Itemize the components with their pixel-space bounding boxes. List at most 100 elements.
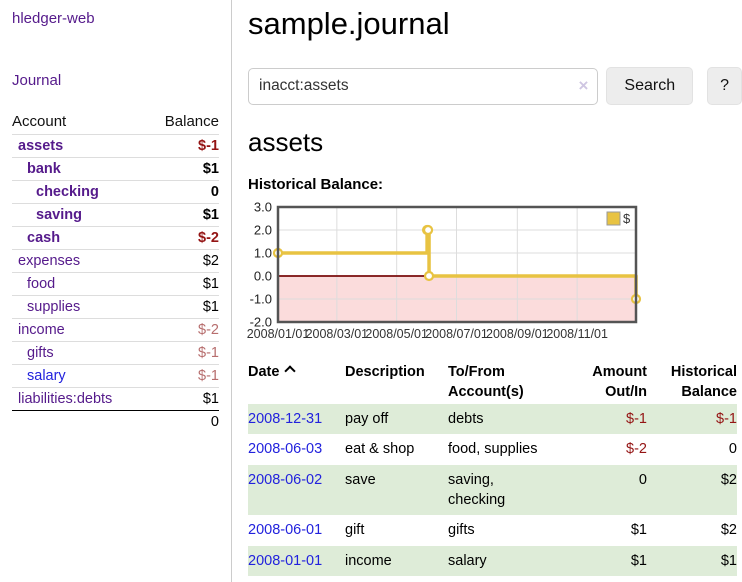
transaction-date-link[interactable]: 2008-12-31: [248, 411, 323, 428]
transaction-date-cell: 2008-12-31: [248, 404, 345, 434]
nav-journal: Journal: [12, 72, 219, 90]
account-name-cell: salary: [12, 364, 147, 388]
accounts-total-value: 0: [146, 410, 219, 433]
sidebar-account-link[interactable]: cash: [27, 230, 61, 246]
brand-link[interactable]: hledger-web: [12, 10, 95, 27]
transaction-description: gift: [345, 522, 365, 539]
transaction-balance: $2: [720, 471, 737, 488]
transaction-amount: $1: [630, 522, 647, 539]
account-balance: $1: [146, 272, 219, 296]
account-name-cell: checking: [12, 180, 147, 204]
main-content: sample.journal × Search ? assets Histori…: [247, 0, 742, 576]
sidebar-account-link[interactable]: saving: [36, 207, 82, 223]
transaction-row[interactable]: 2008-01-01 income salary $1 $1: [248, 545, 737, 576]
account-row: cash $-2: [12, 226, 219, 250]
account-balance: $1: [146, 295, 219, 319]
account-row: income $-2: [12, 318, 219, 342]
x-tick-label: 2008/07/01: [425, 327, 488, 341]
register-header-description: Description: [345, 364, 425, 380]
x-tick-label: 2008/01/01: [247, 327, 310, 341]
transaction-date-link[interactable]: 2008-06-03: [248, 441, 323, 458]
register-table-body: 2008-12-31 pay off debts $-1 $-1 2008-06-03 ea…: [248, 404, 737, 576]
search-button[interactable]: Search: [606, 67, 694, 105]
transaction-row[interactable]: 2008-06-01 gift gifts $1 $2: [248, 515, 737, 545]
accounts-header-balance: Balance: [164, 113, 219, 130]
transaction-amount: $1: [630, 552, 647, 569]
sidebar-account-link[interactable]: expenses: [18, 253, 81, 269]
sidebar-account-link[interactable]: liabilities:debts: [18, 391, 113, 407]
transaction-amount: $-1: [626, 411, 647, 428]
data-point-marker: [423, 270, 435, 282]
account-name-cell: income: [12, 318, 147, 342]
legend-swatch: [606, 211, 621, 226]
x-tick-label: 2008/05/01: [365, 327, 428, 341]
account-heading: assets: [248, 127, 324, 157]
account-name-cell: supplies: [12, 295, 147, 319]
x-tick-label: 2008/11/01: [546, 327, 608, 341]
register-header-date[interactable]: Date: [248, 361, 345, 404]
data-point-marker: [422, 224, 434, 236]
account-balance: $-2: [146, 226, 219, 250]
account-row: gifts $-1: [12, 341, 219, 365]
sort-asc-icon: [284, 365, 297, 377]
account-row: saving $1: [12, 203, 219, 227]
account-balance: $1: [146, 203, 219, 227]
sidebar-account-link[interactable]: supplies: [27, 299, 81, 315]
transaction-date-link[interactable]: 2008-01-01: [248, 552, 323, 569]
transaction-row[interactable]: 2008-06-03 eat & shop food, supplies $-2 0: [248, 434, 737, 464]
sidebar-account-link[interactable]: gifts: [27, 345, 54, 361]
transaction-description: eat & shop: [345, 441, 415, 458]
sidebar-account-link[interactable]: income: [18, 322, 65, 338]
transaction-balance: $2: [720, 522, 737, 539]
accounts-header-account: Account: [12, 113, 67, 130]
account-name-cell: saving: [12, 203, 147, 227]
balance-chart: $3.0 2.0 1.0 0.0 -1.0 -2.0 2008/01/01 2008/03/0…: [247, 200, 742, 343]
chart-svg: $3.0 2.0 1.0 0.0 -1.0 -2.02008/01/012008/03/0…: [247, 200, 642, 341]
help-button[interactable]: ?: [707, 67, 742, 105]
x-tick-label: 2008/09/01: [486, 327, 549, 341]
account-row: checking 0: [12, 180, 219, 204]
y-tick-label: 2.0: [254, 223, 272, 238]
transaction-date-cell: 2008-06-01: [248, 515, 345, 545]
transaction-row[interactable]: 2008-12-31 pay off debts $-1 $-1: [248, 404, 737, 435]
register-table: Date Description To/From Account(s) Amou…: [248, 361, 737, 576]
transaction-balance: $-1: [716, 411, 737, 428]
account-name-cell: bank: [12, 157, 147, 181]
sidebar-account-link[interactable]: assets: [18, 138, 64, 154]
account-balance: $-2: [146, 318, 219, 342]
sidebar-account-link[interactable]: salary: [27, 368, 66, 384]
sidebar-account-link[interactable]: food: [27, 276, 56, 292]
journal-link[interactable]: Journal: [12, 72, 62, 89]
account-name-cell: liabilities:debts: [12, 387, 147, 411]
transaction-amount: 0: [638, 471, 647, 488]
account-balance: $2: [146, 249, 219, 273]
sidebar-account-link[interactable]: bank: [27, 161, 61, 177]
transaction-date-link[interactable]: 2008-06-02: [248, 471, 323, 488]
account-balance: $1: [146, 157, 219, 181]
account-row: supplies $1: [12, 295, 219, 319]
app-brand: hledger-web: [12, 10, 219, 28]
account-balance: $-1: [146, 364, 219, 388]
account-name-cell: expenses: [12, 249, 147, 273]
account-name-cell: assets: [12, 134, 147, 158]
transaction-description: income: [345, 552, 392, 569]
sidebar-account-link[interactable]: checking: [36, 184, 99, 200]
accounts-total-spacer: [12, 410, 147, 433]
accounts-total-row: 0: [12, 410, 219, 433]
transaction-date-link[interactable]: 2008-06-01: [248, 522, 323, 539]
transaction-date-cell: 2008-01-01: [248, 546, 345, 576]
transaction-row[interactable]: 2008-06-02 save saving, checking 0 $2: [248, 464, 737, 516]
account-balance: $-1: [146, 134, 219, 158]
clear-search-icon[interactable]: ×: [578, 75, 589, 95]
chart-title: Historical Balance:: [248, 176, 384, 193]
account-name-cell: cash: [12, 226, 147, 250]
search-input[interactable]: [248, 67, 599, 105]
y-tick-label: -1.0: [250, 292, 272, 307]
accounts-table-body: assets $-1 bank $1 checking 0 saving $1 cash $-2 e…: [12, 134, 219, 411]
x-tick-label: 2008/03/01: [306, 327, 369, 341]
account-balance: $-1: [146, 341, 219, 365]
transaction-amount: $-2: [626, 441, 647, 458]
account-name-cell: gifts: [12, 341, 147, 365]
account-row: salary $-1: [12, 364, 219, 388]
transaction-description: pay off: [345, 411, 389, 428]
